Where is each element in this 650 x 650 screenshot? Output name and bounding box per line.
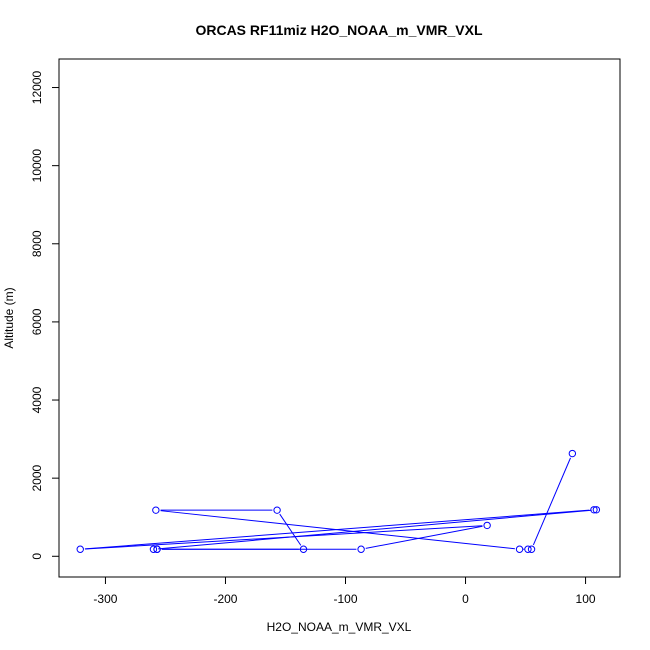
x-tick-label: 100 (576, 592, 596, 606)
x-axis-label: H2O_NOAA_m_VMR_VXL (267, 620, 412, 634)
data-point (590, 506, 598, 514)
data-point (483, 521, 491, 530)
data-point (527, 545, 536, 553)
data-point (273, 506, 281, 514)
x-tick-label: -200 (213, 592, 237, 606)
data-point (76, 545, 84, 553)
chart-title: ORCAS RF11miz H2O_NOAA_m_VMR_VXL (195, 22, 483, 38)
y-tick-label: 8000 (30, 230, 44, 257)
data-point (515, 545, 524, 553)
data-point (152, 506, 160, 514)
y-axis-label: Altitude (m) (2, 287, 16, 348)
data-point (592, 506, 601, 514)
series-segment (158, 509, 592, 550)
data-series (76, 449, 601, 553)
data-point (149, 545, 158, 553)
y-tick-label: 0 (30, 553, 44, 560)
data-point (153, 545, 161, 553)
x-tick-label: -300 (93, 592, 117, 606)
plot-frame (58, 58, 621, 578)
series-segment (532, 457, 571, 546)
x-tick-label: 0 (462, 592, 469, 606)
series-segment (279, 513, 302, 546)
y-tick-label: 4000 (30, 386, 44, 413)
y-tick-label: 2000 (30, 464, 44, 491)
y-axis: 0 2000 4000 6000 8000 10000 12000 (30, 71, 59, 560)
x-tick-label: -100 (333, 592, 357, 606)
y-tick-label: 10000 (30, 149, 44, 183)
data-point (357, 545, 365, 553)
data-point (524, 545, 532, 553)
data-point (299, 545, 308, 553)
series-segment (84, 509, 590, 550)
y-tick-label: 6000 (30, 308, 44, 335)
y-tick-label: 12000 (30, 71, 44, 105)
series-segment (365, 525, 483, 549)
data-point (568, 449, 577, 458)
x-axis: -300 -200 -100 0 100 (93, 577, 596, 606)
